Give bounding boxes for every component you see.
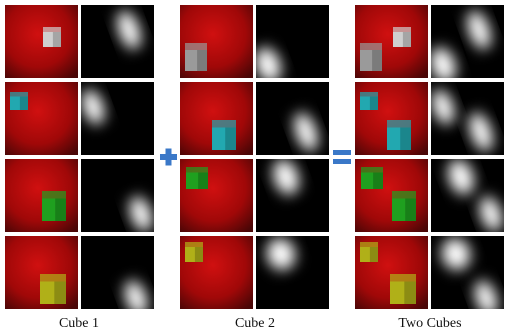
plus-sign [160, 149, 177, 166]
cube-shade [372, 50, 382, 71]
cube-top [392, 191, 416, 199]
cube-shade [54, 282, 66, 305]
cube-shade [225, 128, 236, 151]
cube-top [212, 120, 236, 128]
image-pair [5, 82, 154, 155]
cube-top [360, 92, 378, 97]
cube-shade [405, 199, 416, 222]
cube-top [43, 27, 61, 32]
cube-top [390, 274, 416, 282]
image-pair [355, 234, 504, 318]
image-pair [355, 5, 504, 86]
image-pair [180, 234, 329, 309]
image-pair [5, 159, 157, 234]
cube-shade [195, 247, 203, 262]
cube-shade [373, 173, 383, 190]
caption: Cube 2 [235, 316, 275, 331]
scene-image [5, 5, 78, 78]
scene-image [5, 159, 78, 232]
image-pair [355, 82, 504, 155]
caption: Cube 1 [59, 316, 99, 331]
cube-shade [370, 97, 378, 111]
cube-shade [198, 173, 208, 190]
cube-shade [404, 282, 416, 305]
cube-top [360, 242, 378, 247]
cube-top [40, 274, 66, 282]
image-pair [180, 156, 329, 232]
caption: Two Cubes [398, 316, 461, 331]
figure: Cube 1 Cube 2 Two Cubes [0, 0, 505, 335]
cube-top [42, 191, 66, 199]
cube-shade [403, 32, 411, 47]
equals-sign [333, 150, 351, 164]
image-pair [180, 5, 329, 86]
cube-shade [20, 97, 28, 111]
image-pair [180, 82, 329, 155]
cube-top [360, 43, 382, 50]
image-pair [5, 5, 154, 78]
cube-shade [55, 199, 66, 222]
cube-top [185, 242, 203, 247]
cube-shade [197, 50, 207, 71]
image-pair [355, 156, 505, 234]
cube-top [186, 167, 208, 173]
attention-map [256, 82, 329, 155]
cube-shade [370, 247, 378, 262]
cube-shade [400, 128, 411, 151]
cube-top [10, 92, 28, 97]
cube-top [361, 167, 383, 173]
cube-top [393, 27, 411, 32]
attention-map [81, 5, 154, 78]
cube-shade [53, 32, 61, 47]
image-pair [5, 236, 154, 318]
cube-top [185, 43, 207, 50]
cube-top [387, 120, 411, 128]
